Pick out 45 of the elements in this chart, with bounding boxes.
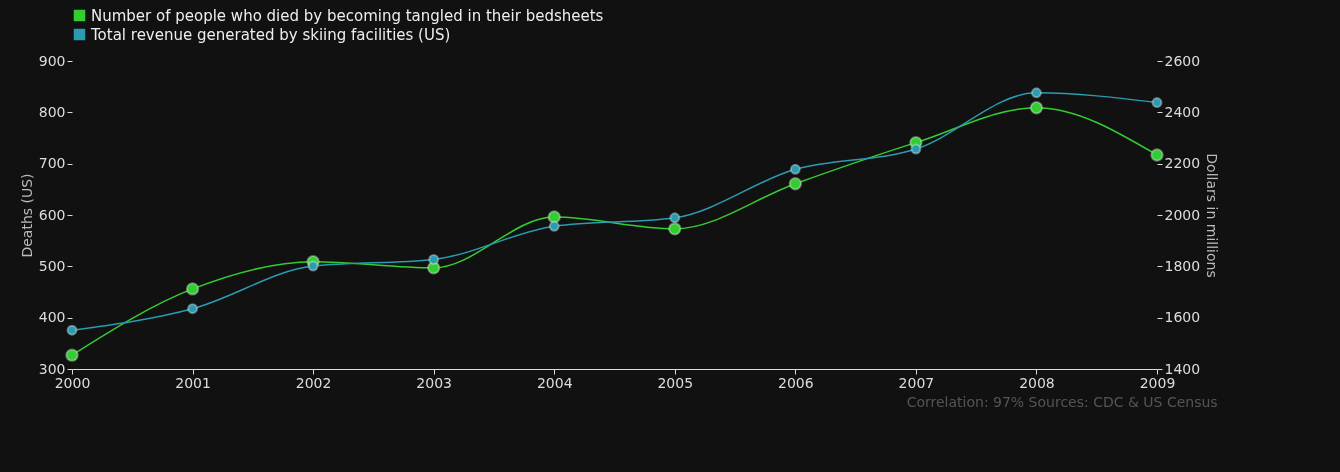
legend-label: Number of people who died by becoming tangled in their bedsheets <box>91 6 604 25</box>
point <box>910 143 922 155</box>
y2-tick-label: 2600 <box>1164 52 1201 69</box>
y-tick-label: 900 <box>38 52 66 69</box>
y2-tick-label: 1400 <box>1164 360 1201 377</box>
y-tick-label: 500 <box>38 257 66 274</box>
point <box>1029 101 1044 115</box>
y2-tick-label: 1800 <box>1164 257 1201 274</box>
point <box>548 220 560 232</box>
point <box>187 303 199 315</box>
point <box>788 177 803 191</box>
point <box>1150 148 1164 162</box>
y2-tick-label: 2400 <box>1164 103 1201 120</box>
x-tick-label: 2000 <box>54 374 91 391</box>
x-tick-label: 2009 <box>1139 374 1176 391</box>
y-tick-label: 400 <box>38 309 66 326</box>
point <box>65 348 79 362</box>
y-axis-title: Deaths (US) <box>18 173 35 258</box>
x-tick-label: 2004 <box>536 374 573 391</box>
point <box>428 253 440 265</box>
point <box>1030 87 1042 99</box>
point <box>307 260 319 272</box>
x-tick-label: 2005 <box>657 374 694 391</box>
point <box>185 282 200 296</box>
y-tick-label: 300 <box>38 360 66 377</box>
x-tick-label: 2002 <box>295 374 332 391</box>
y2-axis-title: Dollars in millions <box>1204 153 1221 278</box>
x-tick-label: 2001 <box>175 374 211 391</box>
point <box>789 163 801 175</box>
y-tick-label: 600 <box>38 206 66 223</box>
y2-tick-label: 1600 <box>1164 309 1201 326</box>
point <box>66 324 78 336</box>
point <box>669 212 681 224</box>
x-tick-label: 2003 <box>416 374 452 391</box>
x-tick-label: 2006 <box>778 374 814 391</box>
point <box>1151 97 1163 109</box>
y2-tick-label: 2200 <box>1164 155 1201 172</box>
legend-label: Total revenue generated by skiing facilities (US) <box>90 25 451 44</box>
y-tick-label: 800 <box>38 103 66 120</box>
y2-tick-label: 2000 <box>1164 206 1201 223</box>
x-tick-label: 2007 <box>898 374 935 391</box>
text: Correlation: 97% Sources: CDC & US Census <box>906 394 1218 410</box>
x-tick-label: 2008 <box>1019 374 1055 391</box>
point <box>668 222 682 236</box>
y-tick-label: 700 <box>38 155 66 172</box>
